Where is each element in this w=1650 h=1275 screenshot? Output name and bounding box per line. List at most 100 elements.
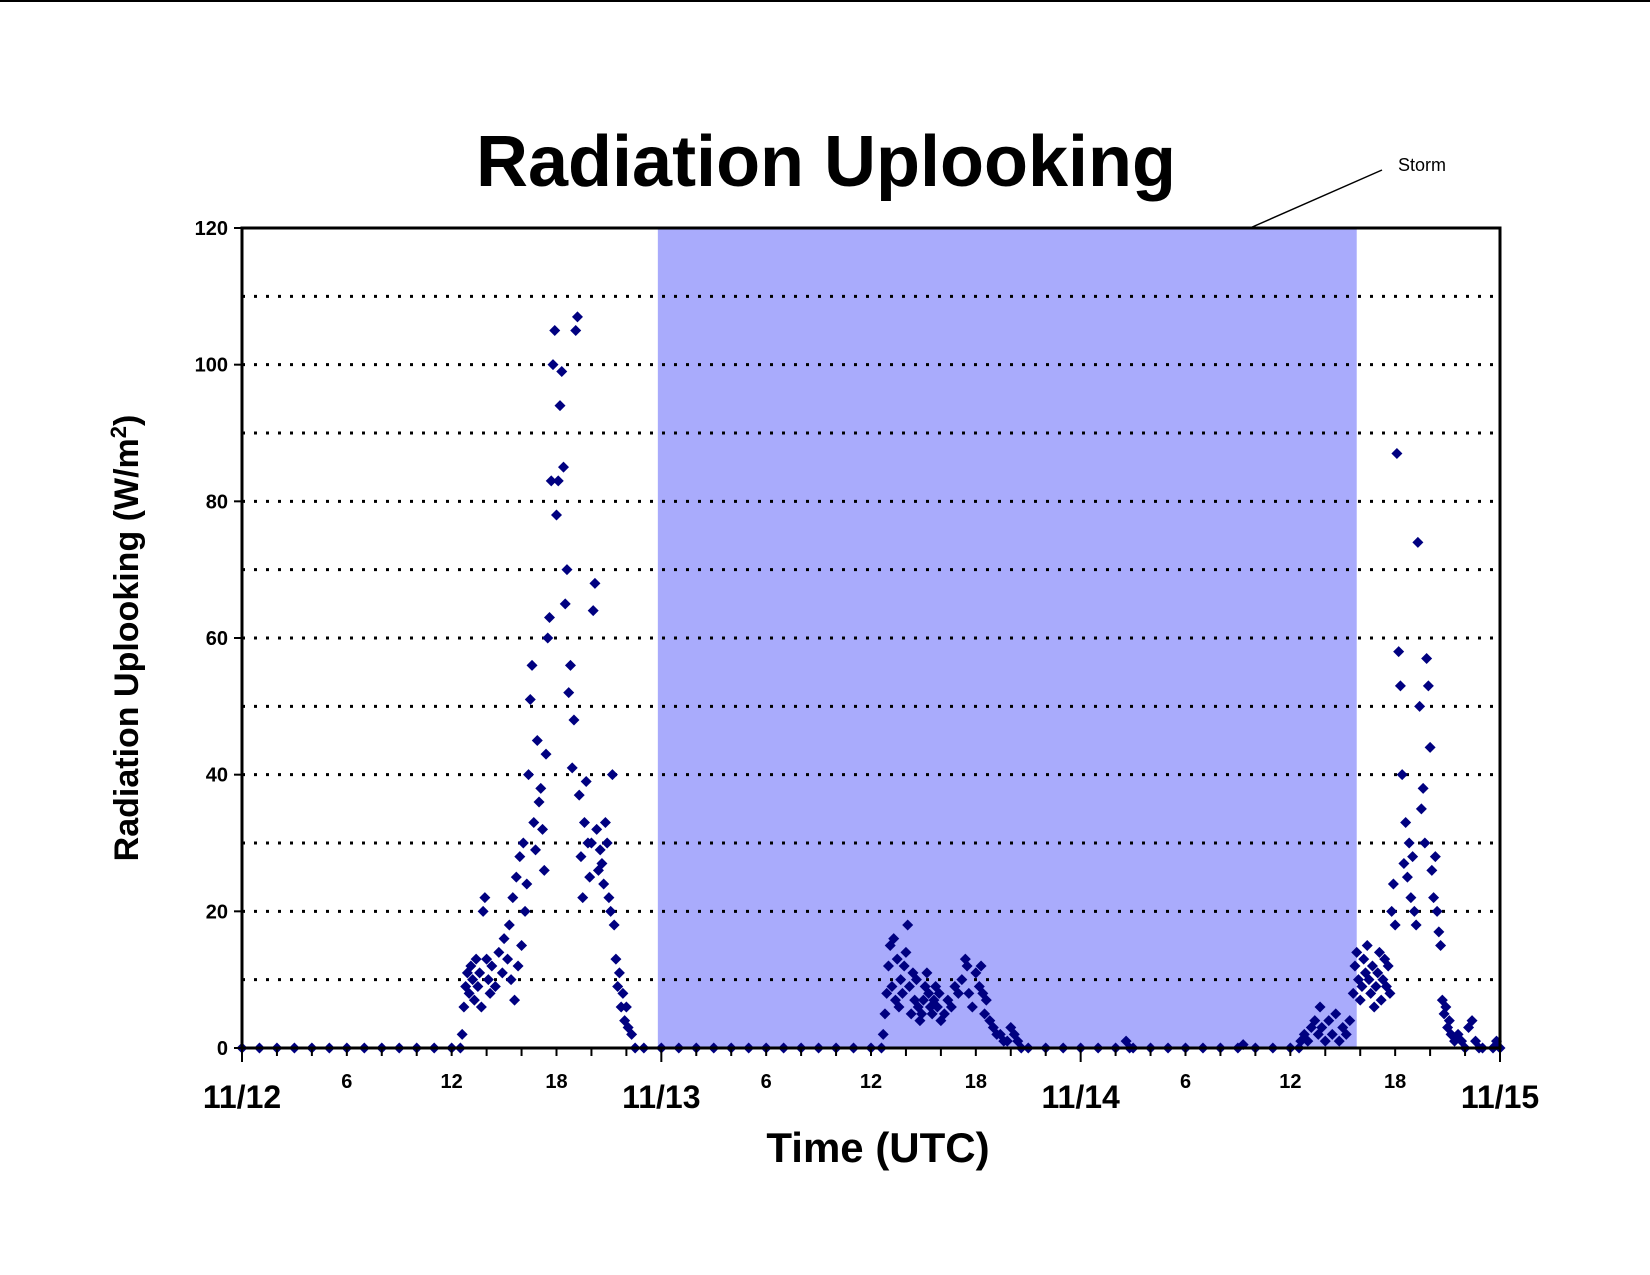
data-point — [468, 994, 480, 1006]
data-point — [903, 981, 915, 992]
data-point — [613, 967, 625, 979]
data-point — [1354, 994, 1366, 1006]
data-point — [610, 953, 622, 965]
data-point — [465, 960, 477, 972]
x-hour-tick-label: 18 — [1384, 1071, 1406, 1093]
data-point — [1344, 1015, 1356, 1027]
data-point — [1431, 905, 1443, 917]
data-point — [1396, 769, 1408, 781]
data-point — [596, 858, 608, 869]
data-point — [585, 837, 597, 849]
data-point — [905, 1008, 917, 1020]
y-tick-label: 20 — [206, 901, 228, 923]
data-point — [1422, 680, 1434, 692]
data-point — [979, 1008, 991, 1020]
data-point — [1356, 981, 1368, 992]
data-point — [1372, 967, 1384, 979]
data-point — [881, 987, 893, 999]
data-point — [1419, 837, 1431, 849]
data-point — [1435, 940, 1447, 951]
data-point — [584, 871, 596, 883]
data-point — [474, 967, 486, 979]
data-point — [891, 953, 903, 965]
data-point — [589, 577, 601, 589]
data-point — [489, 981, 501, 992]
data-point — [577, 892, 589, 904]
x-axis-label: Time (UTC) — [766, 1124, 989, 1171]
data-point — [606, 769, 618, 781]
data-point — [605, 905, 617, 917]
data-point — [1373, 946, 1385, 958]
y-axis-label: Radiation Uplooking (W/m2) — [106, 415, 146, 862]
data-point — [580, 776, 592, 787]
data-point — [601, 837, 613, 849]
y-axis-label-main: Radiation Uplooking (W/m — [108, 438, 146, 861]
data-point — [1400, 817, 1412, 828]
data-point — [1394, 680, 1406, 692]
data-point — [926, 1008, 938, 1020]
storm-annotation-label: Storm — [1398, 155, 1446, 175]
data-point — [882, 960, 894, 972]
data-point — [1370, 981, 1382, 992]
data-point — [608, 919, 620, 931]
data-point — [1466, 1015, 1478, 1027]
data-point — [1428, 892, 1440, 904]
y-tick-label: 40 — [206, 765, 228, 787]
data-point — [1401, 871, 1413, 883]
x-hour-tick-label: 12 — [441, 1071, 463, 1093]
y-tick-label: 100 — [195, 355, 228, 377]
y-tick-label: 0 — [217, 1038, 228, 1060]
data-point — [945, 1001, 957, 1013]
data-point — [530, 844, 542, 856]
data-point — [1415, 803, 1427, 815]
data-point — [1368, 1001, 1380, 1013]
data-point — [902, 919, 914, 931]
data-point — [900, 946, 912, 958]
data-point — [537, 823, 549, 835]
data-point — [603, 892, 615, 904]
data-point — [477, 905, 489, 917]
data-point — [557, 461, 569, 473]
data-point — [502, 953, 514, 965]
data-point — [620, 1001, 632, 1013]
data-point — [1351, 946, 1363, 958]
data-point — [921, 967, 933, 979]
data-point — [516, 940, 528, 951]
data-point — [879, 1008, 891, 1020]
data-point — [1302, 1035, 1314, 1047]
data-point — [591, 823, 603, 835]
data-point — [1440, 1001, 1452, 1013]
data-point — [528, 817, 540, 828]
chart-title: Radiation Uplooking — [476, 122, 1176, 202]
data-point — [888, 933, 900, 945]
data-point — [1365, 987, 1377, 999]
data-point — [1424, 741, 1436, 753]
data-point — [975, 960, 987, 972]
data-point — [526, 659, 538, 671]
data-point — [1421, 653, 1433, 664]
data-point — [554, 400, 566, 412]
data-point — [961, 960, 973, 972]
data-point — [533, 796, 545, 808]
data-point — [1333, 1035, 1345, 1047]
y-tick-label: 60 — [206, 628, 228, 650]
data-point — [531, 735, 543, 746]
top-border-rule — [0, 0, 1650, 2]
data-point — [566, 762, 578, 774]
data-point — [517, 837, 529, 849]
data-point — [1389, 919, 1401, 931]
data-point — [923, 987, 935, 999]
data-point — [549, 325, 561, 336]
data-points-layer — [236, 311, 1506, 1054]
data-point — [886, 981, 898, 992]
data-point — [587, 605, 599, 617]
data-point — [1316, 1022, 1328, 1033]
data-point — [1366, 960, 1378, 972]
data-point — [1426, 864, 1438, 876]
data-point — [1393, 646, 1405, 658]
data-point — [970, 967, 982, 979]
data-point — [1375, 994, 1387, 1006]
data-point — [1361, 940, 1373, 951]
data-point — [503, 919, 515, 931]
